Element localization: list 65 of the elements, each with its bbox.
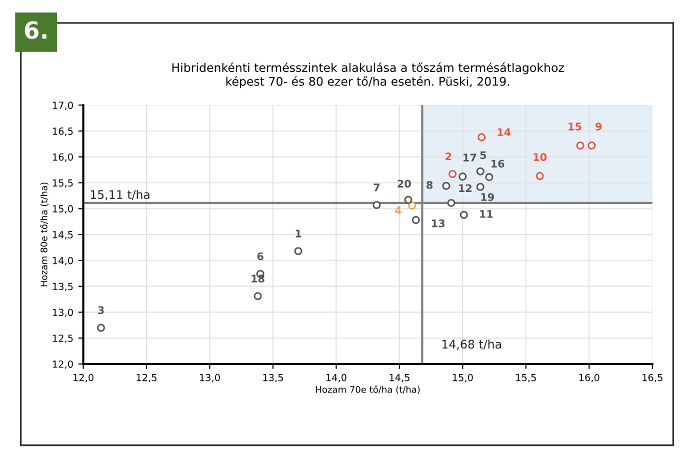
y-tick-label: 17,0 <box>52 102 73 110</box>
point <box>476 182 484 191</box>
y-tick-label: 16,5 <box>52 127 73 136</box>
y-tick-label: 15,5 <box>52 179 73 188</box>
y-axis-title: Hozam 80e tő/ha (t/ha) <box>40 182 48 286</box>
x-tick-label: 14,0 <box>326 374 346 382</box>
x-tick-label: 13,0 <box>200 374 220 382</box>
point <box>254 292 262 300</box>
annotation: 5 <box>480 151 486 160</box>
x-tick-label: 14,5 <box>390 374 410 382</box>
annotation: 7 <box>374 184 380 192</box>
y-tick-label: 15,0 <box>52 205 73 214</box>
y-tick-label: 16,0 <box>52 153 73 162</box>
x-tick-label: 15,0 <box>452 374 473 382</box>
point <box>448 170 457 178</box>
y-tick-label: 12,0 <box>52 360 73 369</box>
point <box>442 182 450 190</box>
annotation: 11 <box>480 210 493 218</box>
annotation: 15 <box>568 122 582 130</box>
point <box>372 201 381 210</box>
annotation: 10 <box>534 153 547 162</box>
ref-line-label: 14,68 t/ha <box>442 339 501 350</box>
annotation: 4 <box>395 206 402 214</box>
x-tick-label: 16,0 <box>579 374 600 382</box>
x-tick-label: 12,0 <box>74 374 94 382</box>
annotation: 1 <box>296 230 302 238</box>
annotation: 14 <box>498 128 511 136</box>
annotation: 19 <box>481 193 494 202</box>
annotation: 16 <box>491 160 504 168</box>
point <box>458 172 467 181</box>
text: 6. <box>24 21 46 39</box>
y-tick-label: 14,0 <box>52 256 73 266</box>
point <box>478 133 486 142</box>
annotation: 12 <box>459 184 472 192</box>
annotation: 20 <box>398 180 411 188</box>
point <box>96 324 106 332</box>
point <box>576 141 584 150</box>
point <box>588 141 596 150</box>
y-tick-label: 13,0 <box>52 308 73 318</box>
x-tick-label: 16,5 <box>642 374 662 382</box>
point <box>460 210 468 219</box>
x-axis-title: Hozam 70e tő/ha (t/ha) <box>316 386 420 394</box>
point <box>485 173 494 182</box>
x-tick-label: 15,5 <box>516 374 536 382</box>
annotation: 6 <box>257 252 264 260</box>
ref-line-label: 15,11 t/ha <box>90 190 150 200</box>
y-tick-label: 13,5 <box>52 282 73 292</box>
annotation: 3 <box>98 306 104 314</box>
point <box>404 196 412 204</box>
point <box>476 167 484 176</box>
annotation: 2 <box>446 152 452 160</box>
x-tick-label: 12,5 <box>136 374 156 382</box>
point <box>447 198 456 207</box>
point <box>412 216 420 224</box>
point <box>294 247 302 256</box>
y-tick-label: 14,5 <box>52 231 73 240</box>
annotation: 9 <box>596 122 602 130</box>
annotation: 13 <box>432 219 445 228</box>
x-tick-label: 13,5 <box>263 374 283 382</box>
point <box>408 202 416 210</box>
annotation: 17 <box>464 154 476 162</box>
chart-title: Hibridenkénti termésszintek alakulása a tőszám termésátlagokhoz képest 70- és 80 ezer tő/ha esetén. Püski, 2019. <box>172 62 564 88</box>
y-tick-label: 12,5 <box>52 334 73 343</box>
point <box>536 172 544 180</box>
annotation: 8 <box>426 181 433 189</box>
